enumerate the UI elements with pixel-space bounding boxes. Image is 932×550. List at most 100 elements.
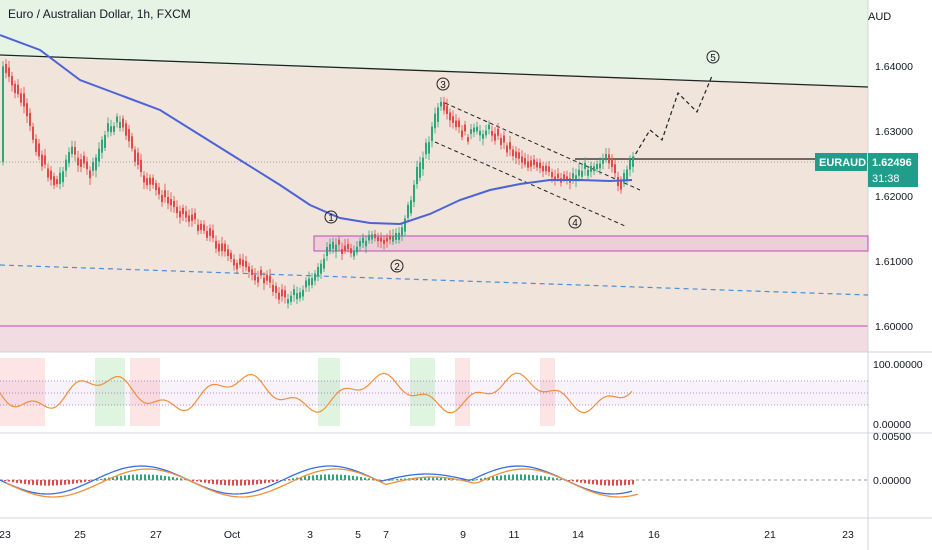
macd-bar [548, 476, 550, 480]
rsi-highlight [410, 358, 435, 426]
candle-body [29, 112, 31, 126]
candle-body [152, 177, 154, 185]
macd-bar [348, 475, 350, 480]
macd-tick: 0.00000 [873, 475, 911, 487]
macd-bar [192, 480, 194, 481]
candle-body [449, 112, 451, 121]
macd-bar [616, 480, 618, 486]
candle-body [2, 66, 4, 162]
macd-bar [88, 480, 90, 482]
macd-bar [128, 474, 130, 480]
channel-upper[interactable] [444, 102, 641, 191]
candle-body [461, 130, 463, 138]
candle-body [599, 163, 601, 169]
candle-body [5, 63, 7, 74]
candle-body [221, 243, 223, 252]
candle-body [167, 196, 169, 204]
macd-bar [344, 475, 346, 480]
macd-bar [388, 479, 390, 481]
candle-body [485, 130, 487, 136]
rsi-highlight [130, 358, 160, 426]
macd-bar [432, 477, 434, 480]
trendline-resistance[interactable] [0, 54, 869, 88]
candle-body [188, 215, 190, 222]
projection-path[interactable] [631, 75, 713, 161]
candle-body [335, 244, 337, 252]
macd-bar [396, 479, 398, 481]
macd-bar [608, 480, 610, 486]
candle-body [275, 285, 277, 293]
candle-body [230, 252, 232, 260]
macd-bar [628, 480, 630, 485]
macd-bar [140, 474, 142, 480]
macd-bar [276, 480, 278, 482]
macd-bar [520, 474, 522, 480]
macd-bar [60, 480, 62, 486]
candle-body [71, 146, 73, 155]
wave-label-2[interactable]: 2 [390, 259, 404, 273]
wave-label-4[interactable]: 4 [568, 215, 582, 229]
macd-bar [292, 478, 294, 480]
candle-body [218, 243, 220, 252]
demand-zone-box[interactable] [313, 235, 869, 252]
candle-body [65, 159, 67, 171]
rsi-highlight [95, 358, 125, 426]
macd-bar [580, 480, 582, 483]
candle-body [359, 240, 361, 247]
rsi-tick: 100.00000 [873, 359, 923, 371]
wave-label-5[interactable]: 5 [706, 50, 720, 64]
symbol-badge[interactable]: EURAUD [819, 157, 866, 169]
macd-bar [360, 476, 362, 480]
macd-bar [204, 480, 206, 483]
candle-body [173, 200, 175, 208]
candle-body [611, 158, 613, 168]
rsi-line [0, 372, 633, 414]
candle-body [272, 284, 274, 292]
date-tick: 5 [355, 529, 361, 541]
wave-label-3[interactable]: 3 [436, 77, 450, 91]
date-tick: 11 [509, 529, 520, 541]
macd-bar [288, 479, 290, 481]
macd-bar [4, 480, 6, 481]
macd-bar [316, 474, 318, 480]
symbol-title[interactable]: Euro / Australian Dollar, 1h, FXCM [8, 7, 191, 21]
candle-body [479, 130, 481, 136]
candle-body [296, 293, 298, 300]
candle-body [578, 169, 580, 176]
support-zone-bottom [0, 326, 868, 352]
macd-bar [68, 480, 70, 485]
macd-bar [8, 480, 10, 482]
macd-bar [400, 478, 402, 480]
macd-bar [324, 474, 326, 480]
candle-body [386, 237, 388, 242]
candle-body [260, 269, 262, 276]
macd-bar [588, 480, 590, 484]
macd-bar [424, 477, 426, 480]
candle-body [380, 237, 382, 242]
candle-body [431, 126, 433, 142]
dashed-trendline[interactable] [0, 264, 869, 296]
candle-body [209, 228, 211, 236]
macd-bar [244, 480, 246, 486]
macd-bar [556, 478, 558, 480]
currency-label[interactable]: AUD [868, 11, 892, 23]
macd-bar [480, 478, 482, 480]
date-tick: 9 [460, 529, 466, 541]
candle-body [500, 137, 502, 145]
candle-body [542, 165, 544, 172]
candle-body [125, 123, 127, 136]
macd-bar [16, 480, 18, 483]
candle-body [587, 169, 589, 176]
macd-bar [300, 476, 302, 480]
candle-body [311, 278, 313, 286]
candle-body [197, 224, 199, 231]
candle-body [323, 258, 325, 269]
candle-body [170, 199, 172, 206]
candle-body [161, 195, 163, 203]
date-tick: 27 [150, 529, 162, 541]
macd-bar [112, 476, 114, 480]
candle-body [254, 274, 256, 281]
macd-bar [176, 477, 178, 480]
wave-label-1[interactable]: 1 [324, 210, 338, 224]
